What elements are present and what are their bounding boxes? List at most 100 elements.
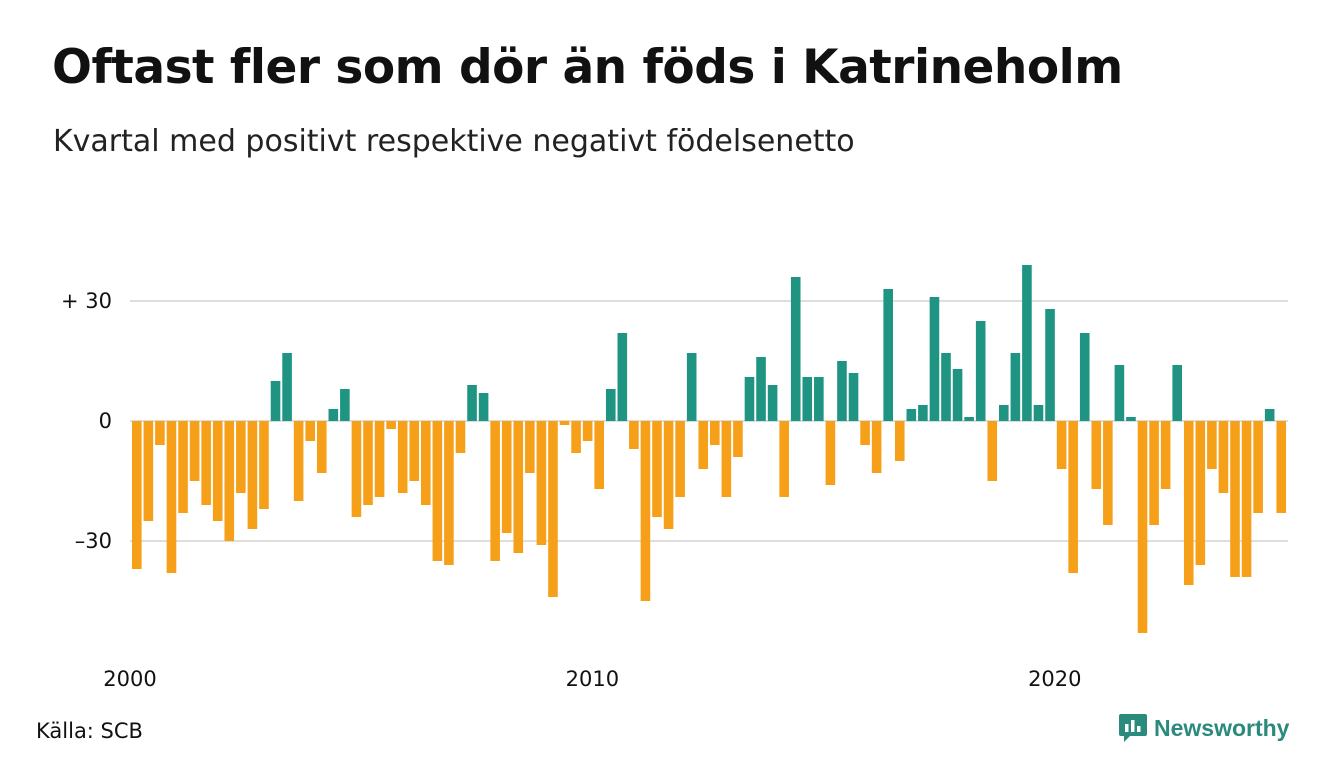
bar (779, 421, 789, 497)
bar (964, 417, 974, 421)
bar (975, 321, 986, 421)
bar (224, 421, 235, 541)
bar (1276, 421, 1287, 513)
bar (814, 377, 824, 421)
bar (663, 421, 674, 529)
bar (1068, 421, 1078, 573)
bar (825, 421, 836, 485)
bar (189, 421, 200, 481)
bar (340, 389, 350, 421)
bar (166, 421, 177, 573)
bar (490, 421, 500, 561)
x-tick-label: 2020 (1028, 667, 1081, 691)
bar (212, 421, 223, 521)
bar (617, 333, 628, 421)
bar (374, 421, 385, 497)
bar (802, 377, 813, 421)
bar (132, 421, 142, 569)
bar (259, 421, 269, 509)
bar (710, 421, 720, 445)
bar (155, 421, 165, 445)
y-tick-label: –30 (75, 529, 112, 553)
bar (1079, 333, 1090, 421)
y-axis-ticks: + 30 0 –30 (61, 289, 112, 553)
chart-subtitle: Kvartal med positivt respektive negativt… (53, 124, 855, 159)
bar (432, 421, 443, 561)
bar (605, 389, 616, 421)
bar (409, 421, 420, 481)
bar (1010, 353, 1021, 421)
bars (132, 265, 1287, 633)
x-axis-ticks: 2000 2010 2020 (103, 667, 1081, 691)
bar (1207, 421, 1217, 469)
bar (675, 421, 685, 497)
y-tick-label: 0 (99, 409, 112, 433)
bar (652, 421, 662, 517)
bar (328, 409, 339, 421)
gridlines (130, 300, 1288, 542)
bar (536, 421, 547, 545)
bar (744, 377, 755, 421)
bar (247, 421, 258, 529)
bar (1022, 265, 1032, 421)
bar (929, 297, 940, 421)
bar (629, 421, 639, 449)
bar (478, 393, 489, 421)
bar (918, 405, 928, 421)
bar (906, 409, 917, 421)
bar (455, 421, 466, 453)
source-note: Källa: SCB (36, 719, 143, 743)
bar (698, 421, 709, 469)
bar (756, 357, 766, 421)
bar (883, 289, 893, 421)
bar (594, 421, 604, 489)
bar (860, 421, 870, 445)
bar (293, 421, 304, 501)
bar (1264, 409, 1275, 421)
bar (767, 385, 778, 421)
bar (790, 277, 801, 421)
bar (1103, 421, 1113, 525)
bar (733, 421, 743, 457)
x-tick-label: 2010 (566, 667, 619, 691)
bar (444, 421, 454, 565)
bar (1045, 309, 1055, 421)
bar (1126, 417, 1136, 421)
bar (1253, 421, 1263, 513)
newsworthy-logo-icon (1119, 714, 1147, 742)
bar (582, 421, 593, 441)
bar (143, 421, 154, 521)
bar (686, 353, 697, 421)
brand-name: Newsworthy (1154, 714, 1290, 741)
bar (1218, 421, 1229, 493)
bar (559, 421, 570, 425)
bar (236, 421, 246, 493)
bar (999, 405, 1009, 421)
y-tick-label: + 30 (61, 289, 112, 313)
bar-chart: + 30 0 –30 2000 2010 2020 (61, 265, 1288, 691)
brand-logo[interactable]: Newsworthy (1118, 712, 1289, 744)
bar (421, 421, 431, 505)
x-tick-label: 2000 (103, 667, 156, 691)
bar (501, 421, 512, 533)
bar (270, 381, 281, 421)
bar (316, 421, 327, 473)
bar (1137, 421, 1148, 633)
bar (871, 421, 882, 473)
bar (1149, 421, 1159, 525)
bar (1241, 421, 1252, 577)
bar (571, 421, 581, 453)
bar (467, 385, 477, 421)
chart-title: Oftast fler som dör än föds i Katrinehol… (52, 40, 1123, 95)
bar (987, 421, 998, 481)
bar (305, 421, 315, 441)
bar (1195, 421, 1206, 565)
bar (1114, 365, 1125, 421)
bar (1056, 421, 1067, 469)
bar (178, 421, 188, 513)
bar (894, 421, 905, 461)
bar (363, 421, 373, 505)
bar (525, 421, 535, 473)
bar (640, 421, 651, 601)
bar (1160, 421, 1171, 489)
